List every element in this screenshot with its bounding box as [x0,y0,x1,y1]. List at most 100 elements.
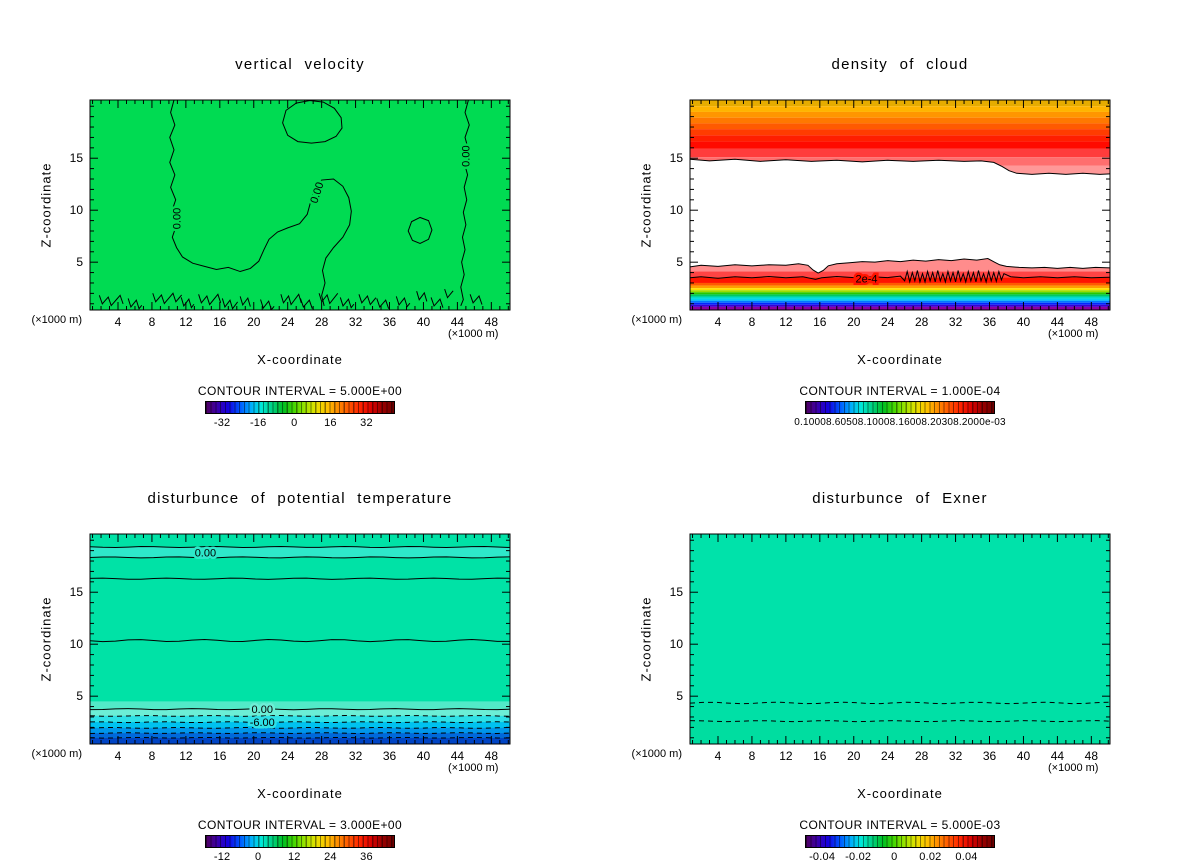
contour-scribble [416,291,428,302]
axes [89,99,511,311]
colorbar-tick-label: 32 [360,417,373,429]
contour-scribble [469,294,483,305]
plot-area: 0.000.00-6.00 [90,534,510,744]
x-tick-label: 4 [715,315,722,329]
plot-area [690,534,1110,744]
contour-interval-label: CONTOUR INTERVAL = 3.000E+00 [197,818,403,832]
contour-scribble [358,294,377,306]
colorbar-tick-label: 0 [891,851,898,863]
contour-line [90,736,510,739]
y-tick-label: 5 [76,689,83,703]
colorbar-tick-label: 36 [360,851,373,863]
contour-line [90,726,510,729]
colorbar-tick-labels: -32 -16 0 16 32 [205,417,395,431]
plot-area: 2e-4 [690,100,1110,310]
contour-line [90,577,510,580]
contour-scribble [180,297,195,309]
x-tick-label: 28 [315,749,329,763]
contour-scribble [318,292,339,305]
plot-border [689,99,1111,311]
contour-band [90,722,510,728]
contour-line [169,100,352,306]
x-tick-label: 40 [1017,749,1031,763]
x-tick-label: 8 [149,315,156,329]
y-tick-label: 5 [76,255,83,269]
plot-border [89,533,511,745]
x-axis-unit-right: (×1000 m) [448,762,499,774]
x-tick-label: 48 [485,749,499,763]
y-tick-label: 15 [70,151,84,165]
x-tick-label: 16 [213,749,227,763]
y-tick-label: 15 [670,151,684,165]
axes [689,533,1111,745]
contour-interval-label: CONTOUR INTERVAL = 5.000E-03 [799,818,1001,832]
contour-line [90,545,510,549]
contour-line [90,732,510,734]
contour-label: 0.00 [195,548,216,560]
contour-label: 2e-4 [855,273,877,285]
contour-band [90,546,510,558]
x-tick-label: 4 [115,315,122,329]
y-tick-label: 10 [670,637,684,651]
colorbar-tick-label: 0 [291,417,298,429]
colorbar-tick-label: -0.04 [809,851,836,863]
colorbar-tick-label: 12 [287,851,301,863]
colorbar [805,401,995,414]
y-tick-label: 5 [676,689,683,703]
colorbar-tick-label: 0.04 [955,851,978,863]
contour-scribble [239,296,251,307]
colorbar-tick-label: 16 [324,417,337,429]
contour-label: 0.00 [252,704,273,716]
x-tick-label: 32 [949,749,963,763]
x-axis-unit-right: (×1000 m) [1048,328,1099,340]
contour-line [690,258,1110,274]
x-tick-label: 24 [281,315,295,329]
panel-disturbance-potential-temperature: disturbunce of potential temperature 0.0… [0,434,600,868]
y-tick-label: 5 [676,255,683,269]
plot-border [89,99,511,311]
contour-line [690,269,1110,284]
x-axis-title: X-coordinate [257,352,343,367]
contour-scribble [280,293,302,306]
x-tick-label: 48 [485,315,499,329]
panel-title: vertical velocity [235,56,365,73]
x-tick-label: 24 [881,749,895,763]
axes [689,99,1111,311]
colorbar [205,401,395,414]
contour-scribble [152,292,183,305]
x-tick-label: 48 [1085,315,1099,329]
colorbar-tick-label: 0 [255,851,262,863]
plot-background [90,100,510,310]
x-axis-unit-left: (×1000 m) [31,314,82,326]
colorbar-tick-label: 0.02 [919,851,942,863]
panel-title: density of cloud [831,56,969,73]
x-tick-label: 32 [349,315,363,329]
x-tick-label: 44 [1051,749,1065,763]
colorbar-tick-labels: -12 0 12 24 36 [205,851,395,865]
contour-band [90,737,510,744]
contour-line [282,100,343,144]
x-tick-label: 20 [247,315,261,329]
x-tick-label: 36 [383,315,397,329]
x-axis-title: X-coordinate [857,786,943,801]
plot-border [689,533,1111,745]
contour-line [407,216,433,245]
x-tick-label: 12 [179,749,193,763]
contour-scribble [376,298,390,309]
x-axis-unit-right: (×1000 m) [448,328,499,340]
colorbar-tick-label: -12 [213,851,231,863]
x-axis-unit-left: (×1000 m) [631,314,682,326]
x-axis-unit-left: (×1000 m) [631,748,682,760]
contour-line [690,701,1110,705]
x-tick-label: 16 [813,749,827,763]
contour-scribble [430,297,444,308]
y-tick-label: 15 [670,585,684,599]
contour-scribble [127,298,143,310]
x-tick-label: 40 [1017,315,1031,329]
y-axis-title: Z-coordinate [38,162,54,248]
